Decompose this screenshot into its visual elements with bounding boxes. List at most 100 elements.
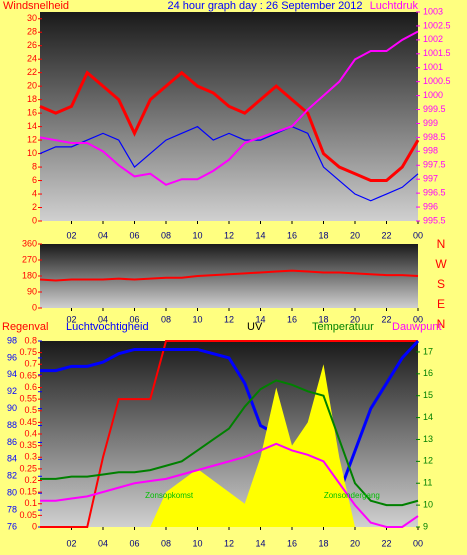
y2ticks-label: 1001 xyxy=(423,62,443,72)
yticks-label: 180 xyxy=(22,270,37,280)
y3ticks-label: 96 xyxy=(7,352,17,362)
y2ticks-label: 996.5 xyxy=(423,188,446,198)
y3ticks-label: 94 xyxy=(7,369,17,379)
y2ticks-label: 1000.5 xyxy=(423,76,451,86)
direction-label: E xyxy=(437,297,445,311)
line xyxy=(40,379,419,507)
yticks-label: 8 xyxy=(32,161,37,171)
yticks-label: 24 xyxy=(27,54,37,64)
y3ticks-label: 82 xyxy=(7,471,17,481)
yticks-label: 2 xyxy=(32,202,37,212)
line xyxy=(39,125,419,202)
x-tick-label: 02 xyxy=(66,230,76,240)
yticks-label: 0.45 xyxy=(19,417,37,427)
yticks-label: 0.05 xyxy=(19,510,37,520)
x-tick-label: 22 xyxy=(381,314,391,324)
y-axis-title: Windsnelheid xyxy=(3,0,69,12)
direction-label: S xyxy=(437,277,445,291)
legend-label: UV xyxy=(247,321,263,333)
yticks-label: 0.75 xyxy=(19,347,37,357)
y2ticks-label: 14 xyxy=(423,412,433,422)
x-tick-label: 10 xyxy=(192,314,202,324)
direction-label: W xyxy=(435,257,447,271)
yticks-label: 270 xyxy=(22,254,37,264)
yticks-label: 0.8 xyxy=(24,335,37,345)
x-tick-label: 00 xyxy=(413,230,423,240)
x-tick-label: 18 xyxy=(318,538,328,548)
legend-label: Luchtvochtigheid xyxy=(66,321,149,333)
direction-label: N xyxy=(437,237,446,251)
x-tick-label: 08 xyxy=(161,230,171,240)
yticks-label: 0.1 xyxy=(24,498,37,508)
y2ticks-label: 12 xyxy=(423,456,433,466)
y3ticks-label: 84 xyxy=(7,454,17,464)
x-tick-label: 12 xyxy=(224,314,234,324)
x-tick-label: 18 xyxy=(318,314,328,324)
x-tick-label: 20 xyxy=(350,538,360,548)
yticks-label: 0.3 xyxy=(24,452,37,462)
yticks-label: 30 xyxy=(27,13,37,23)
y3ticks-label: 92 xyxy=(7,386,17,396)
x-tick-label: 22 xyxy=(381,538,391,548)
yticks-label: 360 xyxy=(22,238,37,248)
yticks-label: 0.5 xyxy=(24,405,37,415)
x-tick-label: 12 xyxy=(224,538,234,548)
y2ticks-label: 1002 xyxy=(423,34,443,44)
yticks-label: 4 xyxy=(32,188,37,198)
yticks-label: 20 xyxy=(27,81,37,91)
x-tick-label: 02 xyxy=(66,314,76,324)
y2ticks-label: 1000 xyxy=(423,90,443,100)
x-tick-label: 16 xyxy=(287,314,297,324)
legend-label: Dauwpunt xyxy=(392,321,442,333)
plot-background xyxy=(40,244,418,308)
chart-title: 24 hour graph day : 26 September 2012 xyxy=(167,0,362,12)
plot-background xyxy=(40,12,418,221)
yticks-label: 0.55 xyxy=(19,394,37,404)
y3ticks-label: 90 xyxy=(7,403,17,413)
y2ticks-label: 995.5 xyxy=(423,215,446,225)
y2ticks-label: 1002.5 xyxy=(423,20,451,30)
y2ticks-label: 15 xyxy=(423,390,433,400)
y2ticks-label: 10 xyxy=(423,499,433,509)
x-tick-label: 02 xyxy=(66,538,76,548)
x-tick-label: 08 xyxy=(161,538,171,548)
x-tick-label: 08 xyxy=(161,314,171,324)
yticks-label: 16 xyxy=(27,108,37,118)
yticks-label: 0 xyxy=(32,521,37,531)
yticks-label: 0 xyxy=(32,302,37,312)
yticks-label: 0.35 xyxy=(19,440,37,450)
y3ticks-label: 86 xyxy=(7,437,17,447)
line xyxy=(40,442,419,528)
x-tick-label: 04 xyxy=(98,314,108,324)
y2ticks-label: 9 xyxy=(423,521,428,531)
x-tick-label: 16 xyxy=(287,230,297,240)
yticks-label: 0.4 xyxy=(24,428,37,438)
y3ticks-label: 88 xyxy=(7,420,17,430)
yticks-label: 28 xyxy=(27,27,37,37)
yticks-label: 26 xyxy=(27,40,37,50)
x-tick-label: 14 xyxy=(255,230,265,240)
y2ticks-label: 1003 xyxy=(423,6,443,16)
yticks-label: 0.65 xyxy=(19,370,37,380)
annotation: Zonsopkomst xyxy=(145,491,194,500)
x-tick-label: 04 xyxy=(98,538,108,548)
y3ticks-label: 98 xyxy=(7,335,17,345)
yticks-label: 6 xyxy=(32,175,37,185)
legend-label: Regenval xyxy=(2,321,48,333)
yticks-label: 14 xyxy=(27,121,37,131)
yticks-label: 12 xyxy=(27,134,37,144)
x-tick-label: 12 xyxy=(224,230,234,240)
yticks-label: 22 xyxy=(27,67,37,77)
legend-label: Temperatuur xyxy=(312,321,374,333)
y2ticks-label: 17 xyxy=(423,346,433,356)
x-tick-label: 06 xyxy=(129,230,139,240)
annotation: Zonsondergang xyxy=(324,491,380,500)
yticks-label: 18 xyxy=(27,94,37,104)
x-tick-label: 00 xyxy=(413,314,423,324)
y3ticks-label: 80 xyxy=(7,488,17,498)
line xyxy=(39,30,419,186)
line xyxy=(39,70,420,183)
x-tick-label: 18 xyxy=(318,230,328,240)
x-tick-label: 06 xyxy=(129,538,139,548)
